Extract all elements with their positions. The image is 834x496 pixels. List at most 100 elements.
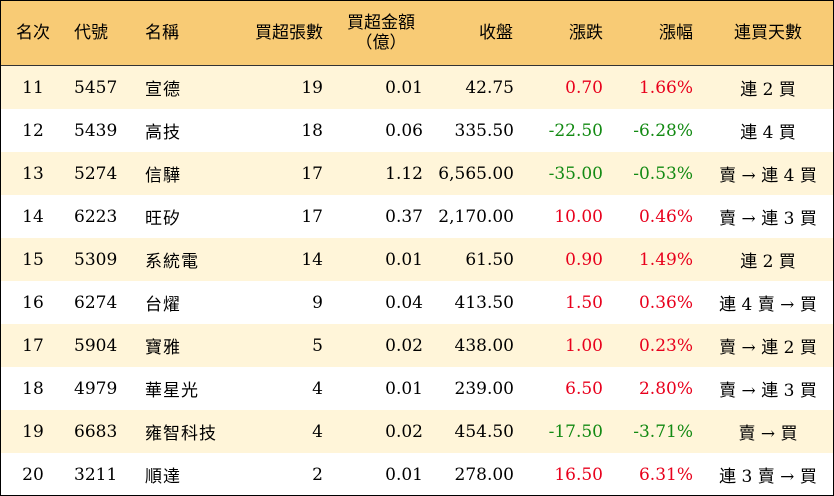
table-row: 18 4979 華星光 4 0.01 239.00 6.50 2.80% 賣 → 連 3 買	[1, 367, 833, 410]
header-code: 代號	[74, 23, 108, 43]
change-cell: -17.50	[548, 421, 603, 442]
change-cell: 16.50	[554, 464, 603, 485]
table-row: 15 5309 系統電 14 0.01 61.50 0.90 1.49% 連 2 買	[1, 238, 833, 281]
close-cell: 42.75	[465, 77, 514, 98]
name-cell: 台燿	[145, 295, 181, 315]
close-cell: 438.00	[454, 335, 514, 356]
amount-cell: 0.06	[385, 120, 423, 141]
name-cell: 系統電	[145, 252, 199, 272]
table-row: 12 5439 高技 18 0.06 335.50 -22.50 -6.28% 連 4 買	[1, 109, 833, 152]
amount-cell: 0.02	[385, 421, 423, 442]
lots-cell: 5	[312, 335, 323, 356]
days-cell: 賣 → 連 2 買	[719, 338, 817, 358]
name-cell: 信驊	[145, 166, 181, 186]
close-cell: 6,565.00	[438, 163, 514, 184]
days-cell: 連 4 買	[740, 123, 796, 143]
pct-cell: 1.49%	[638, 249, 693, 270]
amount-cell: 1.12	[385, 163, 423, 184]
days-cell: 連 2 買	[740, 80, 796, 100]
table-row: 14 6223 旺矽 17 0.37 2,170.00 10.00 0.46% 賣 → 連 3 …	[1, 195, 833, 238]
header-pct: 漲幅	[659, 23, 693, 43]
name-cell: 旺矽	[145, 209, 181, 229]
pct-cell: 6.31%	[638, 464, 693, 485]
header-amount-label: 買超金額	[347, 13, 415, 33]
rank-cell: 20	[22, 464, 44, 485]
close-cell: 61.50	[465, 249, 514, 270]
change-cell: 1.00	[565, 335, 603, 356]
rank-cell: 17	[22, 335, 44, 356]
name-cell: 高技	[145, 123, 181, 143]
pct-cell: 0.36%	[638, 292, 693, 313]
header-lots: 買超張數	[255, 23, 323, 43]
code-cell: 5457	[74, 77, 118, 98]
change-cell: 10.00	[554, 206, 603, 227]
table-row: 20 3211 順達 2 0.01 278.00 16.50 6.31% 連 3 賣 → 買	[1, 453, 833, 496]
header-change: 漲跌	[569, 23, 603, 43]
days-cell: 連 4 賣 → 買	[719, 295, 817, 315]
table-row: 11 5457 宣德 19 0.01 42.75 0.70 1.66% 連 2 買	[1, 66, 833, 109]
name-cell: 宣德	[145, 80, 181, 100]
name-cell: 雍智科技	[145, 424, 217, 444]
rank-cell: 14	[22, 206, 44, 227]
header-close: 收盤	[479, 23, 513, 43]
code-cell: 5439	[74, 120, 118, 141]
pct-cell: -3.71%	[633, 421, 693, 442]
code-cell: 5274	[74, 163, 118, 184]
lots-cell: 9	[312, 292, 323, 313]
days-cell: 賣 → 連 4 買	[719, 166, 817, 186]
lots-cell: 4	[312, 378, 323, 399]
header-amount: 買超金額 （億）	[337, 1, 425, 65]
days-cell: 賣 → 連 3 買	[719, 381, 817, 401]
amount-cell: 0.01	[385, 77, 423, 98]
days-cell: 賣 → 買	[738, 424, 798, 444]
lots-cell: 4	[312, 421, 323, 442]
name-cell: 寶雅	[145, 338, 181, 358]
name-cell: 順達	[145, 467, 181, 487]
code-cell: 4979	[74, 378, 118, 399]
code-cell: 5904	[74, 335, 118, 356]
header-amount-unit: （億）	[355, 33, 407, 53]
pct-cell: -0.53%	[633, 163, 693, 184]
pct-cell: 0.23%	[638, 335, 693, 356]
lots-cell: 14	[301, 249, 323, 270]
amount-cell: 0.04	[385, 292, 423, 313]
pct-cell: 2.80%	[638, 378, 693, 399]
amount-cell: 0.37	[385, 206, 423, 227]
rank-cell: 15	[22, 249, 44, 270]
lots-cell: 17	[301, 163, 323, 184]
rank-cell: 12	[22, 120, 44, 141]
close-cell: 454.50	[454, 421, 514, 442]
header-days: 連買天數	[734, 23, 802, 43]
pct-cell: 0.46%	[638, 206, 693, 227]
rank-cell: 13	[22, 163, 44, 184]
header-name: 名稱	[145, 23, 179, 43]
change-cell: -35.00	[548, 163, 603, 184]
change-cell: 6.50	[565, 378, 603, 399]
rank-cell: 11	[22, 77, 44, 98]
pct-cell: 1.66%	[638, 77, 693, 98]
rank-cell: 16	[22, 292, 44, 313]
close-cell: 239.00	[454, 378, 514, 399]
change-cell: 1.50	[565, 292, 603, 313]
header-rank: 名次	[16, 23, 50, 43]
pct-cell: -6.28%	[633, 120, 693, 141]
amount-cell: 0.01	[385, 249, 423, 270]
code-cell: 6223	[74, 206, 118, 227]
code-cell: 5309	[74, 249, 118, 270]
lots-cell: 18	[301, 120, 323, 141]
lots-cell: 19	[301, 77, 323, 98]
close-cell: 413.50	[454, 292, 514, 313]
days-cell: 賣 → 連 3 買	[719, 209, 817, 229]
change-cell: 0.70	[565, 77, 603, 98]
code-cell: 6274	[74, 292, 118, 313]
table-row: 17 5904 寶雅 5 0.02 438.00 1.00 0.23% 賣 → 連 2 買	[1, 324, 833, 367]
rank-cell: 19	[22, 421, 44, 442]
rank-cell: 18	[22, 378, 44, 399]
table-header: 名次 代號 名稱 買超張數 買超金額 （億） 收盤 漲跌 漲幅 連買天數	[1, 1, 833, 67]
table-row: 19 6683 雍智科技 4 0.02 454.50 -17.50 -3.71% 賣 → 買	[1, 410, 833, 453]
amount-cell: 0.01	[385, 378, 423, 399]
change-cell: 0.90	[565, 249, 603, 270]
close-cell: 335.50	[454, 120, 514, 141]
code-cell: 3211	[74, 464, 118, 485]
